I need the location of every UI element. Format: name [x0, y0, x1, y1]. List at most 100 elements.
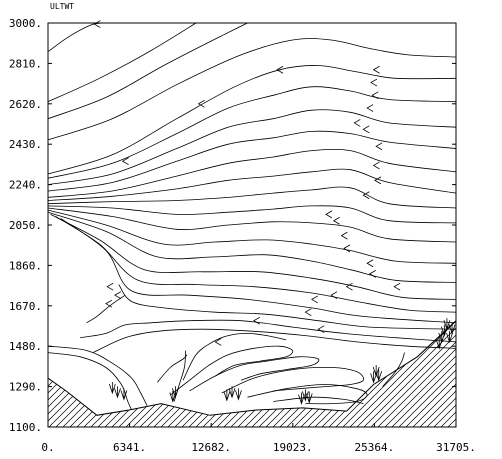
- cusp-mark-0: [108, 381, 116, 395]
- arrowhead-8: [362, 125, 370, 134]
- arrowhead-3: [372, 65, 380, 74]
- cusp-marks-group: [108, 318, 456, 405]
- arrowhead-23: [304, 308, 312, 317]
- streamline-7: [47, 130, 457, 192]
- cusp-mark-9: [301, 389, 309, 402]
- cusp-mark-7: [235, 388, 242, 401]
- streamline-19: [86, 294, 126, 324]
- y-tick-label-1: 1290.: [9, 381, 42, 394]
- arrowhead-12: [362, 191, 370, 200]
- arrowhead-6: [366, 104, 374, 112]
- streamline-29: [157, 354, 188, 383]
- cusp-mark-13: [375, 369, 383, 382]
- arrowheads-group: [93, 20, 401, 346]
- x-tick-label-4: 25364.: [355, 441, 395, 454]
- arrowhead-27: [105, 299, 113, 308]
- streamline-1: [47, 22, 197, 103]
- streamline-2: [47, 22, 248, 120]
- arrowhead-2: [276, 65, 284, 74]
- streamline-28: [273, 396, 364, 404]
- streamline-11: [47, 205, 457, 224]
- arrowhead-16: [343, 244, 351, 253]
- streamline-15: [50, 214, 457, 300]
- cusp-mark-5: [223, 389, 231, 402]
- arrowhead-24: [253, 316, 261, 325]
- plot-frame: [47, 22, 457, 428]
- y-tick-label-8: 2620.: [9, 98, 42, 111]
- terrain-hatched: [47, 319, 457, 428]
- streamline-21: [92, 328, 457, 353]
- streamline-24: [170, 345, 294, 396]
- y-tick-label-7: 2430.: [9, 138, 42, 151]
- streamline-18: [118, 284, 457, 330]
- streamline-3: [47, 38, 457, 141]
- x-tick-label-1: 6341.: [113, 441, 146, 454]
- arrowhead-11: [374, 176, 382, 185]
- streamline-6: [47, 109, 457, 185]
- arrowhead-13: [325, 210, 333, 219]
- streamline-4: [47, 65, 457, 175]
- cusp-mark-4: [172, 386, 179, 399]
- arrowhead-17: [366, 259, 374, 268]
- streamline-26: [221, 367, 364, 394]
- cusp-mark-15: [440, 324, 448, 337]
- streamline-23: [47, 352, 132, 411]
- y-axis-ticks: 1100. 1290. 1480. 1670. 1860. 2050. 2240. 2430.…: [9, 17, 456, 434]
- arrowhead-9: [375, 142, 383, 151]
- arrowhead-14: [332, 216, 340, 225]
- arrowhead-18: [368, 270, 376, 278]
- cusp-mark-11: [370, 371, 377, 384]
- y-tick-label-4: 1860.: [9, 259, 42, 272]
- arrowhead-19: [345, 282, 353, 291]
- y-tick-label-2: 1480.: [9, 340, 42, 353]
- y-tick-label-6: 2240.: [9, 179, 42, 192]
- arrowhead-22: [311, 295, 319, 304]
- cusp-mark-10: [305, 391, 313, 404]
- streamline-8: [47, 148, 457, 198]
- streamline-0: [47, 22, 103, 53]
- streamline-13: [47, 209, 457, 264]
- arrowhead-21: [393, 282, 401, 291]
- streamline-32: [382, 352, 405, 387]
- cusp-mark-8: [298, 392, 305, 405]
- arrowhead-7: [353, 119, 361, 127]
- cusp-mark-12: [372, 364, 380, 378]
- arrowhead-28: [114, 291, 122, 300]
- cusp-mark-18: [448, 322, 456, 335]
- arrowhead-0: [93, 20, 101, 28]
- cusp-mark-17: [446, 330, 453, 344]
- streamline-5: [47, 86, 457, 179]
- arrowhead-1: [197, 99, 205, 108]
- plot-area: [47, 20, 457, 428]
- y-tick-label-3: 1670.: [9, 300, 42, 313]
- arrowhead-5: [371, 91, 379, 100]
- y-tick-label-9: 2810.: [9, 57, 42, 70]
- streamline-31: [182, 332, 287, 381]
- chart-title: ULTWT: [50, 2, 74, 11]
- arrowhead-15: [340, 231, 348, 240]
- streamline-27: [247, 384, 368, 405]
- streamline-10: [47, 186, 457, 209]
- streamline-14: [47, 211, 457, 283]
- arrowhead-10: [372, 161, 380, 170]
- x-tick-label-0: 0.: [41, 441, 54, 454]
- streamline-17: [60, 218, 457, 324]
- arrowhead-25: [317, 325, 325, 334]
- streamline-20: [80, 319, 457, 343]
- y-tick-label-10: 3000.: [9, 17, 42, 30]
- y-tick-label-5: 2050.: [9, 219, 42, 232]
- streamline-16: [55, 216, 457, 313]
- x-tick-label-2: 12682.: [191, 441, 231, 454]
- cusp-mark-1: [114, 386, 121, 399]
- arrowhead-4: [370, 78, 378, 87]
- cusp-mark-2: [120, 388, 128, 401]
- x-tick-label-5: 31705.: [436, 441, 476, 454]
- streamline-12: [47, 207, 457, 243]
- cusp-mark-6: [228, 386, 236, 399]
- y-tick-label-0: 1100.: [9, 421, 42, 434]
- arrowhead-30: [106, 282, 114, 291]
- arrowhead-20: [330, 291, 338, 300]
- streamline-22: [47, 345, 148, 406]
- x-axis-ticks: 0. 6341. 12682. 19023. 25364. 31705.: [41, 423, 476, 454]
